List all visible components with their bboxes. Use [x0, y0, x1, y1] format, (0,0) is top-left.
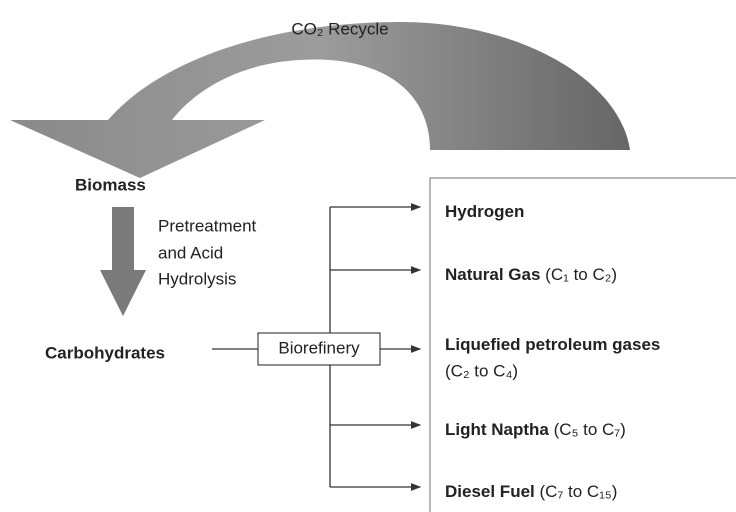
product-detail: (C₁ to C₂) — [545, 265, 617, 284]
product-name: Natural Gas — [445, 265, 540, 284]
refinery-label: Biorefinery — [278, 338, 360, 357]
product-detail: (C₂ to C₄) — [445, 361, 518, 380]
product: Hydrogen — [445, 202, 524, 221]
product-name: Diesel Fuel — [445, 482, 535, 501]
product-detail: (C₅ to C₇) — [554, 420, 626, 439]
recycle-arrow — [10, 22, 630, 178]
product: Light Naptha (C₅ to C₇) — [445, 420, 626, 439]
product-name: Light Naptha — [445, 420, 549, 439]
product: Diesel Fuel (C₇ to C₁₅) — [445, 482, 617, 501]
product: Liquefied petroleum gases — [445, 335, 660, 354]
product-name: Hydrogen — [445, 202, 524, 221]
process-line: and Acid — [158, 243, 223, 262]
feedstock-label: Biomass — [75, 175, 146, 194]
products: Hydrogen Natural Gas (C₁ to C₂) Liquefied … — [330, 202, 660, 501]
process-line: Hydrolysis — [158, 269, 236, 288]
intermediate-label: Carbohydrates — [45, 343, 165, 362]
down-arrow — [100, 207, 146, 316]
products-box — [429, 177, 736, 512]
product-detail: (C₇ to C₁₅) — [540, 482, 618, 501]
product: Natural Gas (C₁ to C₂) — [445, 265, 617, 284]
process-line: Pretreatment — [158, 216, 257, 235]
product-name: Liquefied petroleum gases — [445, 335, 660, 354]
cycle-label: CO₂ Recycle — [291, 19, 388, 38]
